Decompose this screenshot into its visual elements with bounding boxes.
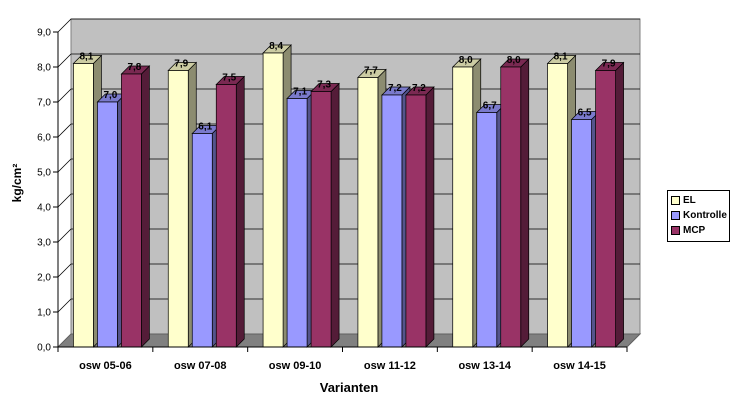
y-tick-label: 0,0 xyxy=(37,343,51,354)
bar xyxy=(405,86,435,348)
y-tick-label: 1,0 xyxy=(37,308,51,319)
gridline xyxy=(57,263,72,278)
bar-front xyxy=(97,101,118,348)
bar-front xyxy=(286,98,308,348)
data-label: 7,5 xyxy=(222,73,236,84)
bar-side xyxy=(615,61,624,348)
data-label: 8,1 xyxy=(554,52,568,63)
data-label: 8,4 xyxy=(269,41,283,52)
labels: 0,0 1,0 2,0 3,0 4,0 5,0 6,0 7,0 8,0 9,0 8,1 7,0 7,8 o… xyxy=(37,28,616,373)
bar-front xyxy=(547,63,568,348)
data-label: 7,9 xyxy=(602,59,616,70)
data-label: 7,2 xyxy=(412,83,426,94)
legend-swatch-kontrolle xyxy=(671,211,680,220)
bar-side xyxy=(330,82,340,348)
bar-front xyxy=(381,94,403,348)
y-tick-label: 4,0 xyxy=(37,203,51,214)
bar xyxy=(594,61,625,348)
bar-front xyxy=(121,73,142,348)
axes xyxy=(53,31,628,352)
bar xyxy=(120,65,151,348)
data-label: 6,7 xyxy=(483,101,497,112)
bar-front xyxy=(215,84,237,348)
gridline xyxy=(57,123,72,138)
bar-front xyxy=(357,77,379,348)
x-axis-title: Varianten xyxy=(320,380,379,395)
x-tick-label: osw 13-14 xyxy=(458,360,511,372)
bars xyxy=(72,44,625,348)
x-tick-label: osw 07-08 xyxy=(174,360,227,372)
data-label: 7,7 xyxy=(364,66,378,77)
data-label: 7,9 xyxy=(174,59,188,70)
data-label: 8,1 xyxy=(79,52,93,63)
legend-label-mcp: MCP xyxy=(683,225,706,236)
data-label: 7,8 xyxy=(127,62,141,73)
back-wall xyxy=(70,18,641,335)
gridline xyxy=(57,228,72,243)
x-tick-label: osw 11-12 xyxy=(364,360,416,372)
gridline xyxy=(57,88,72,103)
bar-front xyxy=(262,52,284,348)
bar-side xyxy=(520,58,530,348)
data-label: 7,3 xyxy=(317,80,331,91)
data-label: 7,0 xyxy=(103,90,117,101)
bar xyxy=(499,58,530,348)
bar-side xyxy=(141,65,150,348)
y-tick-label: 9,0 xyxy=(37,28,51,39)
legend: EL Kontrolle MCP xyxy=(667,190,730,242)
legend-swatch-el xyxy=(671,196,680,205)
bar-side xyxy=(235,75,245,348)
data-label: 7,1 xyxy=(293,87,307,98)
data-label: 6,5 xyxy=(578,108,592,119)
gridline xyxy=(57,158,72,173)
gridline xyxy=(57,53,72,68)
gridline xyxy=(57,18,72,33)
bar-front xyxy=(73,63,94,348)
bar-front xyxy=(167,70,189,348)
y-axis-title: kg/cm² xyxy=(10,164,24,203)
bar-front xyxy=(452,66,474,348)
bar-front xyxy=(310,91,332,348)
bar-front xyxy=(500,66,522,348)
gridline xyxy=(57,298,72,313)
x-tick-label: osw 14-15 xyxy=(553,360,606,372)
y-tick-label: 5,0 xyxy=(37,168,51,179)
legend-item-kontrolle: Kontrolle xyxy=(671,208,729,223)
data-label: 6,1 xyxy=(198,122,212,133)
bar-front xyxy=(571,119,592,348)
gridline xyxy=(57,193,72,208)
legend-item-el: EL xyxy=(671,193,729,208)
legend-label-kontrolle: Kontrolle xyxy=(683,210,727,221)
bar xyxy=(310,82,340,348)
y-tick-label: 6,0 xyxy=(37,133,51,144)
bar-side xyxy=(425,86,435,348)
legend-label-el: EL xyxy=(683,195,696,206)
x-tick-label: osw 05-06 xyxy=(79,360,132,372)
data-label: 8,0 xyxy=(459,55,473,66)
bar xyxy=(215,75,246,348)
legend-item-mcp: MCP xyxy=(671,223,729,238)
legend-swatch-mcp xyxy=(671,226,680,235)
bar-front xyxy=(405,94,427,348)
gridlines xyxy=(57,18,640,313)
bar-front xyxy=(191,133,213,348)
bar-front xyxy=(476,112,498,348)
x-tick-label: osw 09-10 xyxy=(269,360,322,372)
data-label: 7,2 xyxy=(388,83,402,94)
bar-front xyxy=(595,70,616,348)
y-tick-label: 7,0 xyxy=(37,98,51,109)
y-tick-label: 2,0 xyxy=(37,273,51,284)
y-tick-label: 3,0 xyxy=(37,238,51,249)
y-tick-label: 8,0 xyxy=(37,63,51,74)
data-label: 8,0 xyxy=(507,55,521,66)
